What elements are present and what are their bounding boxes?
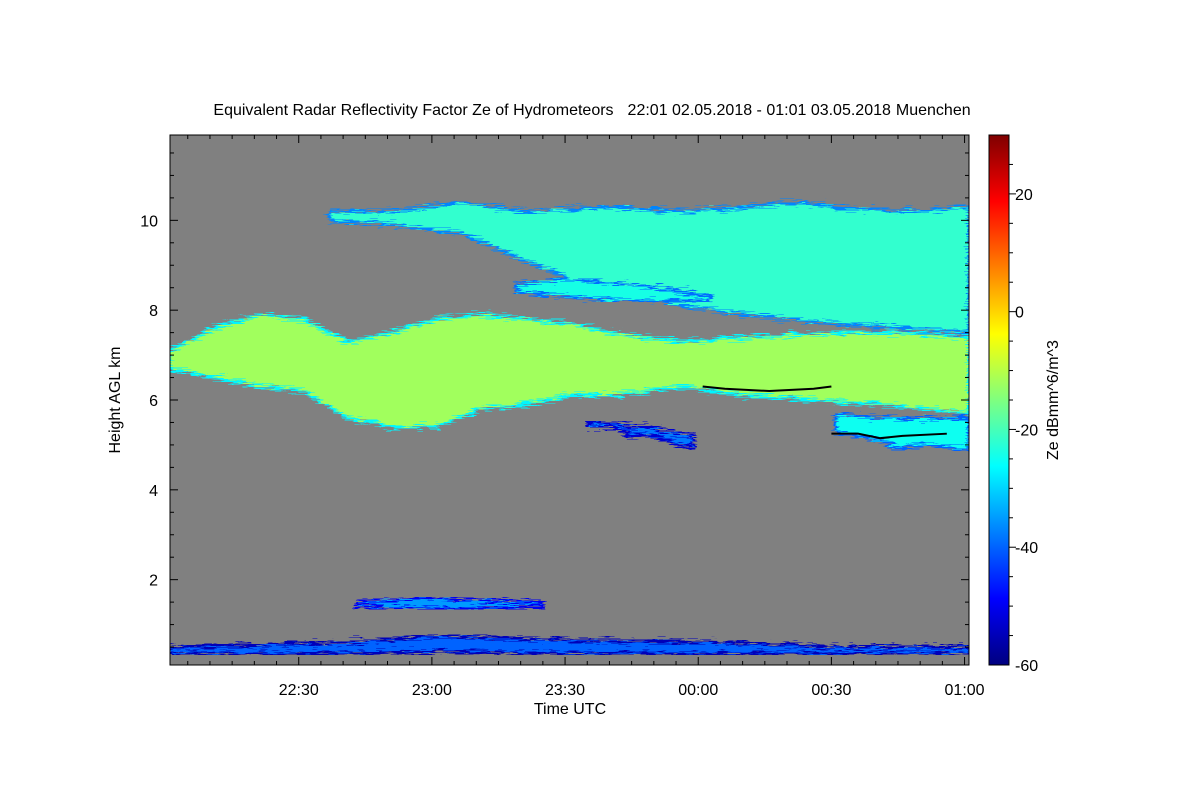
melting-layer-line-0: [702, 385, 832, 393]
x-tick-label: 00:00: [678, 682, 718, 699]
x-axis: 22:30 23:00 23:30 00:00 00:30 01:00: [187, 135, 985, 699]
echo-layer-lower-patch: [834, 411, 969, 451]
chart-title-main: Equivalent Radar Reflectivity Factor Ze …: [213, 102, 613, 119]
echo-layer-low-level-layer: [354, 596, 545, 611]
echo-layer-mid-secondary: [514, 277, 714, 303]
x-tick-label: 23:00: [412, 682, 452, 699]
echo-layer-main-layer: [170, 313, 969, 429]
colorbar: [988, 134, 1010, 666]
colorbar-tick-label: -20: [1015, 422, 1038, 439]
echo-layer-isolated-echoes: [585, 420, 696, 451]
y-tick-label: 2: [149, 573, 158, 590]
y-tick-label: 8: [149, 303, 158, 320]
y-tick-label: 10: [140, 213, 158, 230]
colorbar-title: Ze dBmm^6/m^3: [1045, 340, 1062, 460]
x-tick-label: 23:30: [545, 682, 585, 699]
echo-layer-ground-clutter: [170, 634, 969, 656]
colorbar-tick-label: -60: [1015, 658, 1038, 675]
colorbar-tick-label: -40: [1015, 540, 1038, 557]
echo-layer-upper-cirrus: [328, 200, 969, 335]
y-axis-title: Height AGL km: [107, 346, 124, 453]
chart-title: Equivalent Radar Reflectivity Factor Ze …: [213, 102, 970, 119]
chart-title-location: Muenchen: [896, 102, 971, 119]
colorbar-tick-label: 0: [1015, 305, 1024, 322]
chart-title-period: 22:01 02.05.2018 - 01:01 03.05.2018: [628, 102, 891, 119]
y-axis: 2 4 6 8 10: [140, 152, 969, 648]
melting-layer-line-1: [831, 432, 947, 440]
colorbar-axis: -60 -40 -20 0 20: [1009, 163, 1038, 675]
x-tick-label: 00:30: [811, 682, 851, 699]
melting-layer-lines: [702, 385, 947, 440]
colorbar-tick-label: 20: [1015, 187, 1033, 204]
echo-layers: [170, 200, 969, 656]
x-tick-label: 22:30: [279, 682, 319, 699]
x-axis-title: Time UTC: [534, 701, 606, 718]
y-tick-label: 4: [149, 483, 158, 500]
y-tick-label: 6: [149, 393, 158, 410]
x-tick-label: 01:00: [945, 682, 985, 699]
